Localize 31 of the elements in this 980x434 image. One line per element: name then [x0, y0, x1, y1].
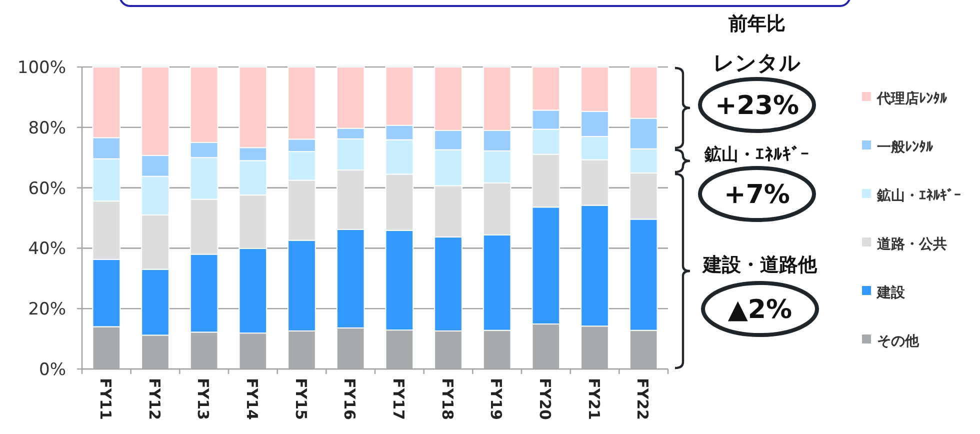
- legend-label: 建設: [876, 285, 906, 301]
- text: +23%: [714, 91, 800, 121]
- legend-label: その他: [877, 334, 920, 350]
- y-tick-label: 40%: [28, 239, 66, 260]
- legend-label: 道路・公共: [876, 236, 947, 252]
- text: 前年比: [728, 13, 786, 35]
- x-tick-label: FY18: [438, 378, 456, 420]
- y-tick-label: 60%: [28, 178, 66, 199]
- x-tick-label: FY21: [584, 378, 603, 420]
- x-tick-label: FY17: [389, 378, 408, 420]
- x-tick-label: FY11: [96, 378, 114, 420]
- text: ▲2%: [728, 295, 792, 325]
- y-tick-label: 100%: [17, 58, 66, 78]
- x-tick-label: FY15: [292, 378, 310, 420]
- text: +7%: [724, 180, 790, 210]
- x-tick-label: FY19: [487, 378, 506, 420]
- x-tick-label: FY16: [340, 378, 359, 420]
- legend-label: 鉱山・ｴﾈﾙｷﾞｰ: [876, 187, 961, 204]
- x-tick-label: FY22: [634, 378, 652, 420]
- text: 鉱山・ｴﾈﾙｷﾞｰ: [704, 145, 810, 165]
- x-tick-label: FY20: [536, 378, 554, 420]
- legend-label: 代理店ﾚﾝﾀﾙ: [876, 90, 948, 107]
- y-tick-label: 0%: [39, 360, 66, 380]
- legend-label: 一般ﾚﾝﾀﾙ: [877, 140, 934, 156]
- x-tick-label: FY12: [145, 378, 164, 420]
- text: レンタル: [713, 51, 801, 75]
- x-tick-label: FY13: [194, 378, 212, 420]
- y-tick-label: 20%: [28, 300, 66, 320]
- x-tick-label: FY14: [242, 378, 261, 420]
- y-tick-label: 80%: [28, 118, 66, 138]
- text: 建設・道路他: [701, 254, 818, 276]
